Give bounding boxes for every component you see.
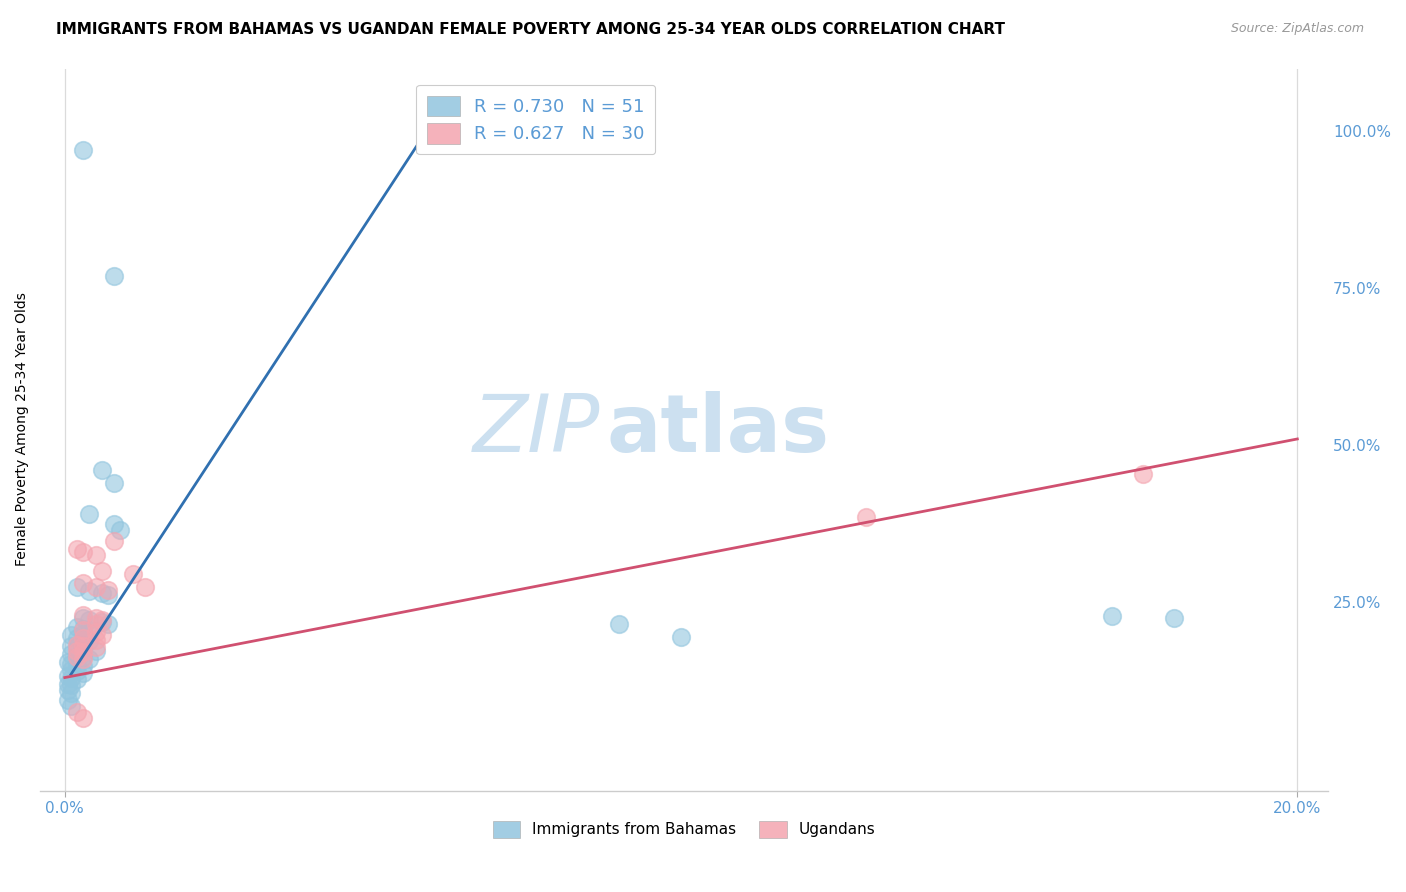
- Point: [66, 620, 89, 634]
- Point: [84, 548, 107, 562]
- Point: [79, 583, 101, 598]
- Point: [72, 576, 94, 591]
- Point: [72, 626, 94, 640]
- Point: [79, 651, 101, 665]
- Point: [90, 615, 112, 630]
- Point: [79, 624, 101, 638]
- Point: [56, 677, 79, 691]
- Point: [110, 523, 132, 537]
- Point: [103, 268, 125, 283]
- Point: [609, 617, 631, 632]
- Point: [72, 611, 94, 625]
- Point: [84, 617, 107, 632]
- Point: [72, 639, 94, 653]
- Point: [66, 580, 89, 594]
- Point: [59, 663, 82, 677]
- Point: [90, 463, 112, 477]
- Point: [66, 672, 89, 686]
- Point: [66, 640, 89, 655]
- Y-axis label: Female Poverty Among 25-34 Year Olds: Female Poverty Among 25-34 Year Olds: [15, 293, 30, 566]
- Point: [72, 651, 94, 665]
- Point: [59, 639, 82, 653]
- Point: [79, 613, 101, 627]
- Point: [84, 640, 107, 655]
- Legend: Immigrants from Bahamas, Ugandans: Immigrants from Bahamas, Ugandans: [486, 814, 882, 845]
- Point: [72, 659, 94, 673]
- Point: [59, 698, 82, 713]
- Point: [66, 650, 89, 665]
- Point: [97, 617, 120, 632]
- Point: [79, 634, 101, 648]
- Point: [72, 642, 94, 657]
- Point: [59, 671, 82, 685]
- Point: [66, 705, 89, 719]
- Point: [72, 622, 94, 636]
- Point: [56, 655, 79, 669]
- Point: [66, 658, 89, 673]
- Point: [72, 631, 94, 645]
- Point: [90, 628, 112, 642]
- Point: [103, 533, 125, 548]
- Point: [66, 648, 89, 663]
- Point: [56, 683, 79, 698]
- Point: [72, 607, 94, 622]
- Point: [669, 630, 692, 644]
- Point: [56, 669, 79, 683]
- Point: [72, 545, 94, 559]
- Point: [1101, 609, 1123, 624]
- Text: IMMIGRANTS FROM BAHAMAS VS UGANDAN FEMALE POVERTY AMONG 25-34 YEAR OLDS CORRELAT: IMMIGRANTS FROM BAHAMAS VS UGANDAN FEMAL…: [56, 22, 1005, 37]
- Point: [72, 632, 94, 647]
- Point: [59, 678, 82, 692]
- Point: [59, 647, 82, 661]
- Point: [72, 711, 94, 725]
- Point: [66, 541, 89, 556]
- Point: [72, 650, 94, 665]
- Point: [90, 613, 112, 627]
- Point: [97, 588, 120, 602]
- Point: [84, 632, 107, 647]
- Point: [72, 645, 94, 659]
- Point: [72, 624, 94, 638]
- Point: [59, 686, 82, 700]
- Point: [90, 564, 112, 578]
- Point: [121, 566, 143, 581]
- Text: atlas: atlas: [607, 391, 830, 468]
- Point: [84, 580, 107, 594]
- Point: [84, 644, 107, 658]
- Point: [66, 644, 89, 658]
- Point: [134, 580, 156, 594]
- Point: [72, 143, 94, 157]
- Point: [66, 638, 89, 652]
- Point: [855, 510, 877, 524]
- Point: [1163, 611, 1185, 625]
- Point: [90, 586, 112, 600]
- Point: [84, 611, 107, 625]
- Point: [103, 516, 125, 531]
- Point: [97, 582, 120, 597]
- Text: Source: ZipAtlas.com: Source: ZipAtlas.com: [1230, 22, 1364, 36]
- Point: [66, 631, 89, 645]
- Text: ZIP: ZIP: [472, 391, 600, 468]
- Point: [56, 692, 79, 706]
- Point: [72, 665, 94, 680]
- Point: [103, 475, 125, 490]
- Point: [66, 665, 89, 679]
- Point: [1132, 467, 1154, 481]
- Point: [59, 657, 82, 671]
- Point: [79, 508, 101, 522]
- Point: [84, 625, 107, 640]
- Point: [59, 628, 82, 642]
